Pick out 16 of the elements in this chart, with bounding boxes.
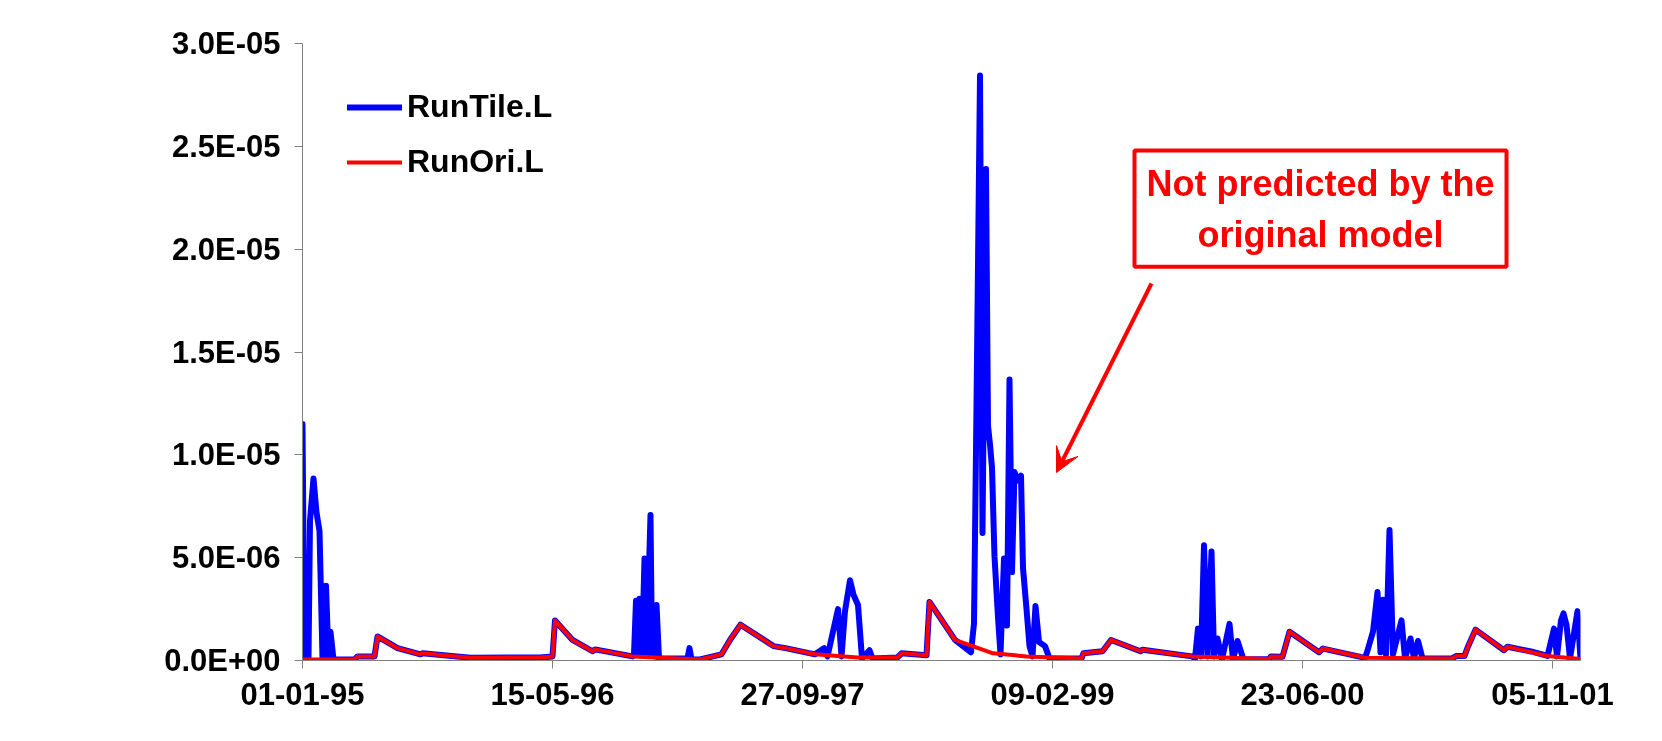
x-tick-label: 01-01-95	[240, 676, 365, 712]
legend-label: RunOri.L	[407, 143, 544, 180]
y-tick-label: 1.5E-05	[171, 334, 281, 370]
x-tick-label: 09-02-99	[990, 676, 1115, 712]
legend-label: RunTile.L	[407, 88, 553, 125]
y-tick-label: 1.0E-05	[171, 437, 281, 473]
x-tick-label: 23-06-00	[1240, 676, 1365, 712]
y-tick-label: 0.0E+00	[164, 643, 281, 678]
x-tick-label: 27-09-97	[740, 676, 865, 712]
y-tick-label: 2.5E-05	[171, 128, 281, 164]
y-tick-label: 2.0E-05	[171, 231, 281, 267]
y-tick-label: 5.0E-06	[171, 540, 281, 576]
x-tick-label: 05-11-01	[1491, 676, 1614, 712]
annotation: Not predicted by the original model	[1146, 162, 1495, 255]
x-tick-label: 15-05-96	[490, 676, 615, 712]
y-tick-label: 3.0E-05	[171, 26, 281, 61]
